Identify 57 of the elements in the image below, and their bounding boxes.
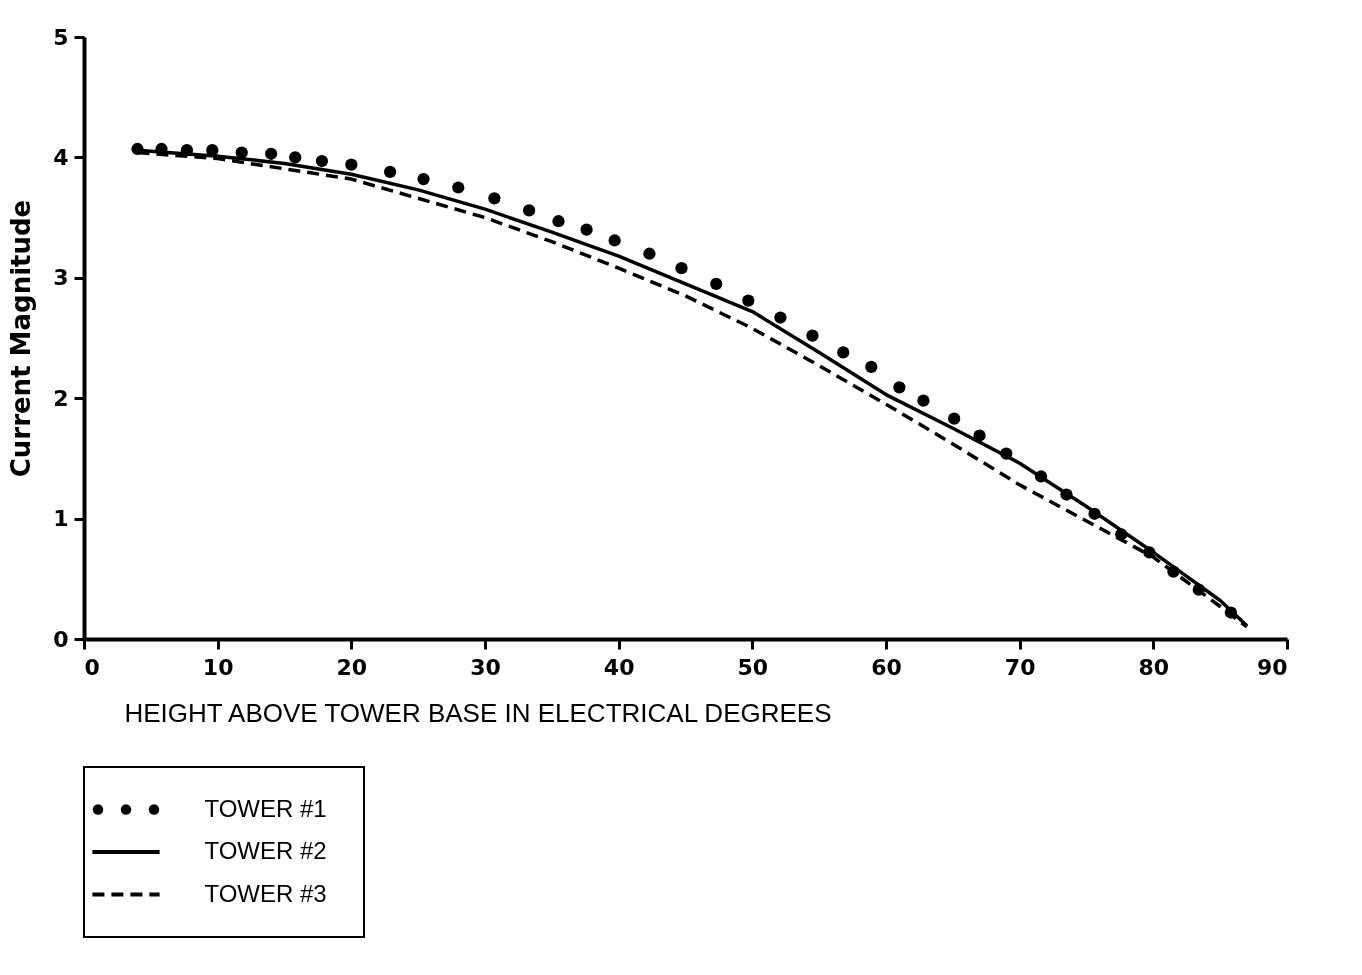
point <box>917 394 930 407</box>
point <box>948 412 961 425</box>
point <box>742 294 755 307</box>
point <box>235 146 248 159</box>
point <box>1115 528 1128 541</box>
point <box>608 234 621 247</box>
point <box>180 144 194 157</box>
y-tick-label: 4 <box>53 144 69 170</box>
point <box>710 277 723 290</box>
x-tick-label: 20 <box>336 654 368 680</box>
point <box>806 329 819 342</box>
x-tick-label: 70 <box>1004 654 1036 680</box>
point <box>315 154 329 168</box>
point <box>865 360 878 374</box>
point <box>1224 606 1237 619</box>
x-tick-label: 60 <box>871 654 902 680</box>
point <box>837 346 850 359</box>
point <box>643 247 656 260</box>
point <box>383 165 397 178</box>
point <box>289 151 302 164</box>
x-tick-label: 10 <box>202 654 234 680</box>
legend-label: TOWER #3 <box>204 879 327 907</box>
y-tick-label: 1 <box>53 506 69 532</box>
y-tick-label: 2 <box>53 385 69 411</box>
point <box>675 262 688 275</box>
point <box>552 215 565 228</box>
point <box>774 311 787 324</box>
legend-label: TOWER #2 <box>204 837 327 864</box>
x-axis-title: HEIGHT ABOVE TOWER BASE IN ELECTRICAL DEGREES <box>124 697 832 728</box>
point <box>1060 488 1073 501</box>
point <box>1034 470 1048 483</box>
y-tick-label: 3 <box>53 265 69 291</box>
point <box>1143 546 1156 559</box>
x-tick-label: 80 <box>1138 654 1170 680</box>
point <box>452 181 465 194</box>
y-axis-title: Current Magnitude <box>6 199 37 478</box>
point <box>1000 447 1013 460</box>
point <box>131 142 144 156</box>
point <box>345 158 358 171</box>
x-tick-label: 40 <box>603 654 635 680</box>
legend-label: TOWER #1 <box>204 794 327 822</box>
point <box>973 429 986 442</box>
point <box>1088 507 1101 520</box>
x-tick-label: 90 <box>1256 654 1288 680</box>
y-tick-label: 5 <box>53 24 69 50</box>
x-tick-label: 0 <box>84 654 100 680</box>
point <box>417 172 430 186</box>
point <box>893 381 906 394</box>
point <box>488 192 501 205</box>
point <box>580 223 593 236</box>
point <box>522 204 536 217</box>
x-tick-label: 50 <box>737 654 769 680</box>
point <box>265 147 278 160</box>
point <box>1192 583 1205 596</box>
y-tick-label: 0 <box>53 626 69 652</box>
x-tick-label: 30 <box>470 654 501 680</box>
point <box>1167 565 1180 578</box>
